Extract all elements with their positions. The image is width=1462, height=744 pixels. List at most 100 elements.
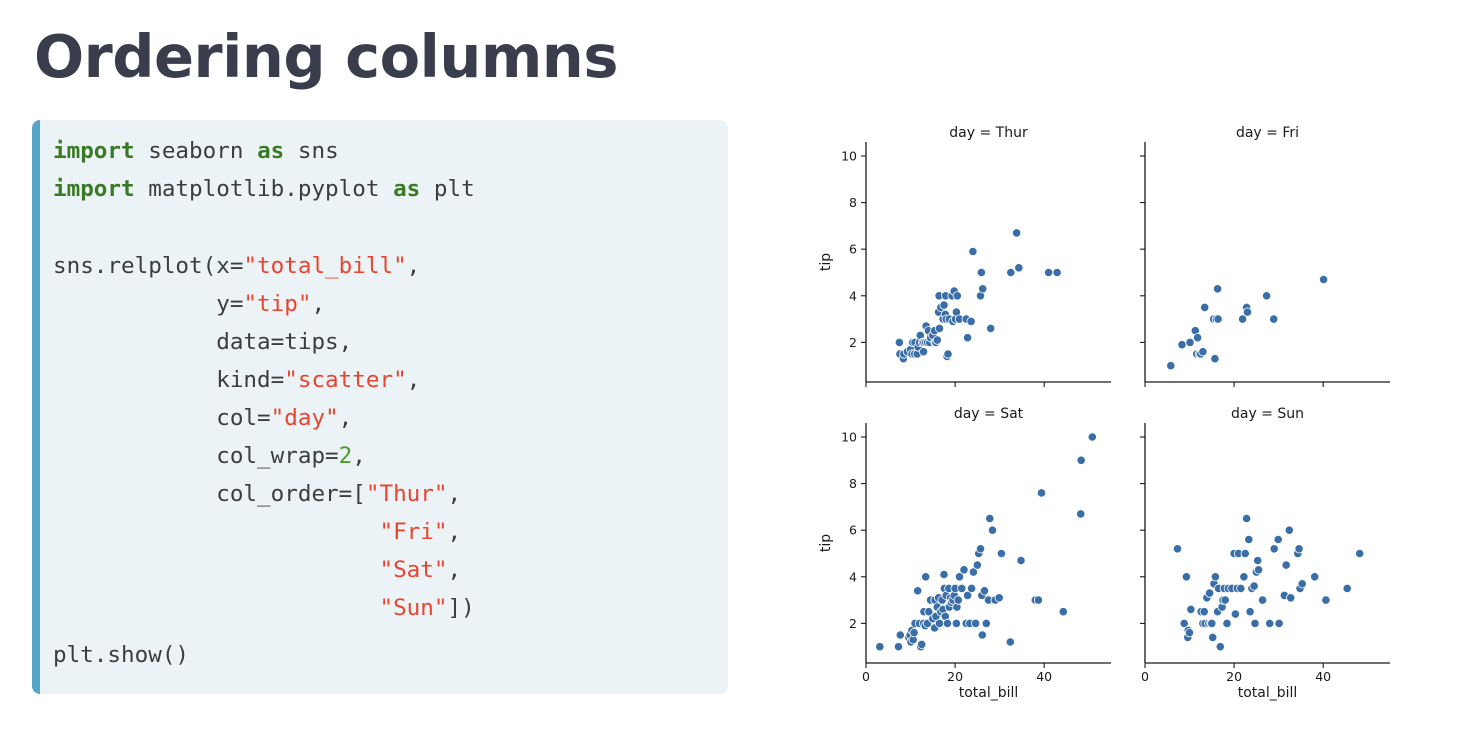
scatter-point [1014, 263, 1024, 273]
scatter-point [1036, 488, 1047, 498]
scatter-point [1238, 314, 1248, 324]
facet-panel: day = Sun 0 20 40 total_bill [1140, 406, 1390, 701]
y-tick-label: 4 [849, 569, 857, 584]
scatter-point [981, 618, 991, 628]
scatter-facet-grid: day = Thur 2 4 6 8 10 tip day = Fri day = Sat 2 4 6… [818, 125, 1390, 701]
code-line-1: import seaborn as sns [53, 136, 339, 166]
code-text: , [406, 253, 421, 279]
scatter-point [1220, 595, 1230, 605]
code-text [53, 519, 379, 545]
scatter-point [939, 569, 949, 580]
scatter-point [1254, 565, 1264, 575]
code-text: , [447, 519, 462, 545]
code-text: kind= [53, 367, 285, 393]
code-line-11: "Fri", [53, 517, 461, 547]
scatter-point [875, 642, 885, 652]
scatter-point [968, 567, 979, 577]
scatter-point [1185, 337, 1195, 347]
code-line-6: data=tips, [53, 327, 352, 357]
scatter-point [1342, 583, 1352, 593]
code-text: sns [284, 138, 339, 164]
scatter-point [1222, 618, 1232, 628]
scatter-point [1208, 632, 1218, 642]
scatter-point [1273, 534, 1283, 545]
scatter-point [1044, 267, 1054, 278]
x-tick-label: 0 [862, 669, 870, 684]
scatter-point [1249, 581, 1259, 591]
code-keyword: as [393, 176, 421, 202]
code-line-8: col="day", [53, 403, 352, 433]
code-line-14: plt.show() [53, 640, 189, 670]
scatter-point [1184, 628, 1195, 638]
code-number: 2 [338, 443, 353, 469]
y-axis-label: tip [818, 534, 834, 552]
scatter-point [1294, 544, 1304, 554]
x-tick-label: 0 [1141, 669, 1149, 684]
scatter-point [894, 337, 905, 347]
code-text: plt [420, 176, 475, 202]
scatter-point [943, 349, 953, 359]
scatter-point [979, 586, 990, 596]
scatter-point [966, 316, 976, 326]
scatter-point [1319, 274, 1329, 285]
code-text: matplotlib.pyplot [134, 176, 394, 202]
y-tick-label: 2 [849, 616, 857, 631]
scatter-point [895, 630, 905, 640]
code-text: ]) [447, 595, 475, 621]
scatter-point [1198, 347, 1208, 357]
scatter-point [1016, 555, 1026, 566]
code-string: "Fri" [379, 519, 448, 545]
scatter-point [1258, 595, 1268, 605]
scatter-point [913, 586, 923, 596]
scatter-point [953, 595, 963, 605]
code-string: "Thur" [365, 481, 448, 507]
code-text: , [406, 367, 421, 393]
scatter-point [1076, 455, 1086, 465]
scatter-point [967, 583, 977, 593]
code-line-5: y="tip", [53, 289, 325, 319]
scatter-point [1213, 314, 1223, 324]
code-text: y= [53, 291, 244, 317]
code-line-2: import matplotlib.pyplot as plt [53, 174, 475, 204]
code-line-13: "Sun"]) [53, 593, 475, 623]
code-string: "Sat" [379, 557, 448, 583]
scatter-point [975, 544, 986, 554]
scatter-point [924, 607, 934, 617]
scatter-point [1213, 284, 1223, 294]
scatter-point [1244, 534, 1254, 545]
scatter-point [1240, 548, 1250, 559]
scatter-point [921, 572, 931, 582]
code-text: plt.show() [53, 642, 190, 668]
code-text: , [352, 443, 366, 469]
facet-panel: day = Fri [1140, 125, 1390, 387]
scatter-point [1200, 302, 1210, 312]
scatter-point [977, 630, 987, 640]
scatter-point [939, 300, 949, 310]
y-tick-label: 6 [849, 523, 857, 538]
scatter-point [1236, 583, 1246, 593]
x-axis-label: total_bill [1238, 685, 1298, 701]
x-tick-label: 20 [1226, 669, 1242, 684]
scatter-point [957, 583, 967, 593]
scatter-point [954, 572, 965, 582]
scatter-point [994, 593, 1004, 603]
code-text: , [338, 405, 353, 431]
scatter-point [1242, 513, 1252, 524]
code-string: "tip" [243, 291, 312, 317]
code-text: seaborn [134, 138, 258, 164]
x-tick-label: 40 [1036, 669, 1052, 684]
scatter-point [1281, 560, 1291, 570]
code-text: col_order=[ [53, 481, 366, 507]
scatter-point [978, 284, 988, 294]
code-string: "scatter" [284, 367, 407, 393]
scatter-point [1177, 340, 1187, 350]
code-text: data=tips, [53, 329, 353, 355]
scatter-point [1033, 595, 1043, 605]
scatter-point [952, 291, 962, 301]
code-text [53, 557, 379, 583]
y-tick-label: 2 [849, 335, 857, 350]
y-axis-label: tip [818, 253, 834, 271]
scatter-point [1166, 361, 1176, 371]
facet-title: day = Fri [1236, 125, 1299, 141]
code-keyword: import [53, 138, 135, 164]
